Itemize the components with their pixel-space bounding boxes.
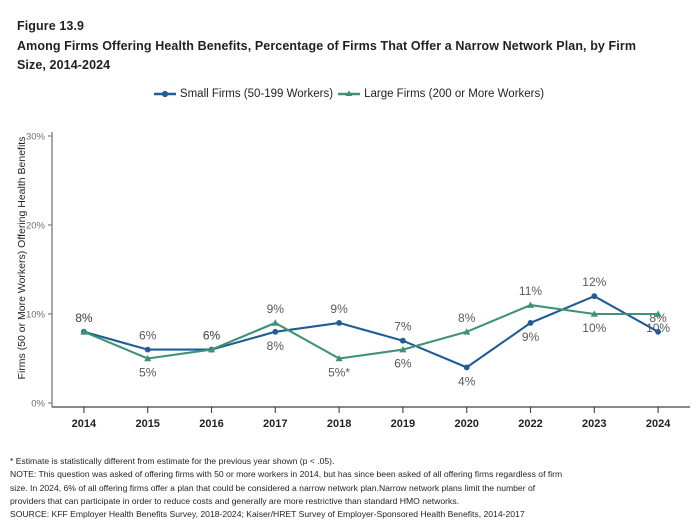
data-point-label: 12%	[582, 275, 606, 289]
x-axis-tick-label: 2017	[263, 418, 287, 430]
data-point-marker[interactable]	[144, 354, 152, 362]
data-point-label: 6%	[139, 329, 157, 343]
footnote-note-line-1: NOTE: This question was asked of offerin…	[10, 469, 563, 480]
data-point-label: 4%	[458, 374, 476, 388]
data-point-marker[interactable]	[463, 328, 471, 335]
data-point-marker[interactable]	[335, 354, 343, 362]
x-axis-tick-label: 2015	[135, 418, 159, 430]
data-point-label: 5%	[139, 366, 157, 380]
data-point-label: 6%	[394, 357, 412, 371]
data-point-marker[interactable]	[144, 346, 151, 353]
x-axis-tick-label: 2018	[327, 418, 351, 430]
data-point-label: 11%	[519, 284, 542, 298]
figure-number: Figure 13.9	[17, 19, 85, 33]
data-point-marker[interactable]	[336, 320, 342, 326]
data-point-label: 8%	[75, 311, 93, 325]
page-title: Among Firms Offering Health Benefits, Pe…	[17, 39, 637, 72]
data-point-label: 10%	[582, 321, 606, 335]
data-point-label: 8%	[75, 311, 93, 325]
footnotes-block: * Estimate is statistically different fr…	[10, 455, 690, 521]
data-point-marker[interactable]	[80, 328, 88, 335]
data-point-label: 8%	[267, 339, 285, 353]
legend-label-small-firms: Small Firms (50-199 Workers)	[179, 88, 334, 100]
series-line	[82, 295, 660, 369]
legend-item-large-firms[interactable]: Large Firms (200 or More Workers)	[338, 88, 544, 100]
footnote-note-line-2: size. In 2024, 6% of all offering firms …	[10, 482, 536, 493]
y-axis-tick-label: 20%	[26, 221, 46, 232]
chart-legend: Small Firms (50-199 Workers) Large Firms…	[0, 88, 698, 100]
legend-label-large-firms: Large Firms (200 or More Workers)	[364, 88, 545, 100]
data-point-marker[interactable]	[590, 310, 598, 317]
data-point-label: 9%	[267, 302, 285, 316]
data-point-marker[interactable]	[655, 328, 661, 335]
data-point-label: 9%	[330, 302, 348, 316]
data-point-marker[interactable]	[271, 319, 279, 326]
y-axis-tick-label: 10%	[26, 310, 46, 321]
data-point-marker[interactable]	[526, 301, 535, 308]
y-axis-tick-label: 0%	[31, 399, 45, 410]
data-point-label: 10%	[646, 321, 670, 335]
data-point-label: 6%	[203, 329, 221, 343]
data-point-marker[interactable]	[207, 346, 216, 353]
x-axis-tick-label: 2023	[582, 418, 606, 430]
data-point-marker[interactable]	[463, 364, 470, 371]
data-point-marker[interactable]	[400, 337, 406, 344]
x-axis-tick-label: 2014	[72, 418, 97, 430]
x-axis-tick-label: 2016	[199, 418, 223, 430]
data-point-marker[interactable]	[399, 346, 407, 353]
footnote-significance: * Estimate is statistically different fr…	[10, 456, 335, 466]
data-point-label: 8%	[458, 311, 476, 325]
x-axis-tick-label: 2022	[518, 418, 542, 430]
footnote-source: SOURCE: KFF Employer Health Benefits Sur…	[10, 509, 525, 520]
series-line	[82, 304, 660, 360]
data-point-label: 9%	[522, 330, 540, 344]
x-axis-tick-label: 2024	[646, 418, 671, 430]
y-axis-tick-label: 30%	[26, 132, 46, 143]
data-point-marker[interactable]	[527, 320, 534, 326]
data-point-label: 5%*	[328, 366, 350, 380]
footnote-note-line-3: providers that can participate in order …	[10, 495, 459, 506]
data-point-marker[interactable]	[654, 310, 662, 317]
series-small-firms: 8% 6% 6% 8% 9% 7% 4% 9% 12% 8%	[75, 275, 667, 388]
chart-area: Firms (50 or More Workers) Offering Heal…	[0, 112, 698, 442]
data-point-label: 7%	[394, 320, 412, 334]
series-large-firms: 8% 5% 6% 9% 5%* 6% 8% 11% 10% 10%	[75, 284, 670, 379]
x-axis-tick-label: 2020	[454, 418, 478, 430]
legend-marker-triangle-icon	[338, 90, 361, 96]
data-point-label: 6%	[203, 329, 221, 343]
x-axis-tick-label: 2019	[391, 418, 415, 430]
title-block: Figure 13.9 Among Firms Offering Health …	[17, 17, 667, 74]
legend-item-small-firms[interactable]: Small Firms (50-199 Workers)	[153, 88, 334, 100]
data-point-marker[interactable]	[591, 293, 598, 300]
line-chart-plot: 0% 10% 20% 30% 2014 2015 2016 2017 2018 2019 2020 2…	[26, 132, 690, 430]
legend-marker-circle-icon	[153, 90, 176, 98]
data-point-marker[interactable]	[272, 328, 279, 335]
